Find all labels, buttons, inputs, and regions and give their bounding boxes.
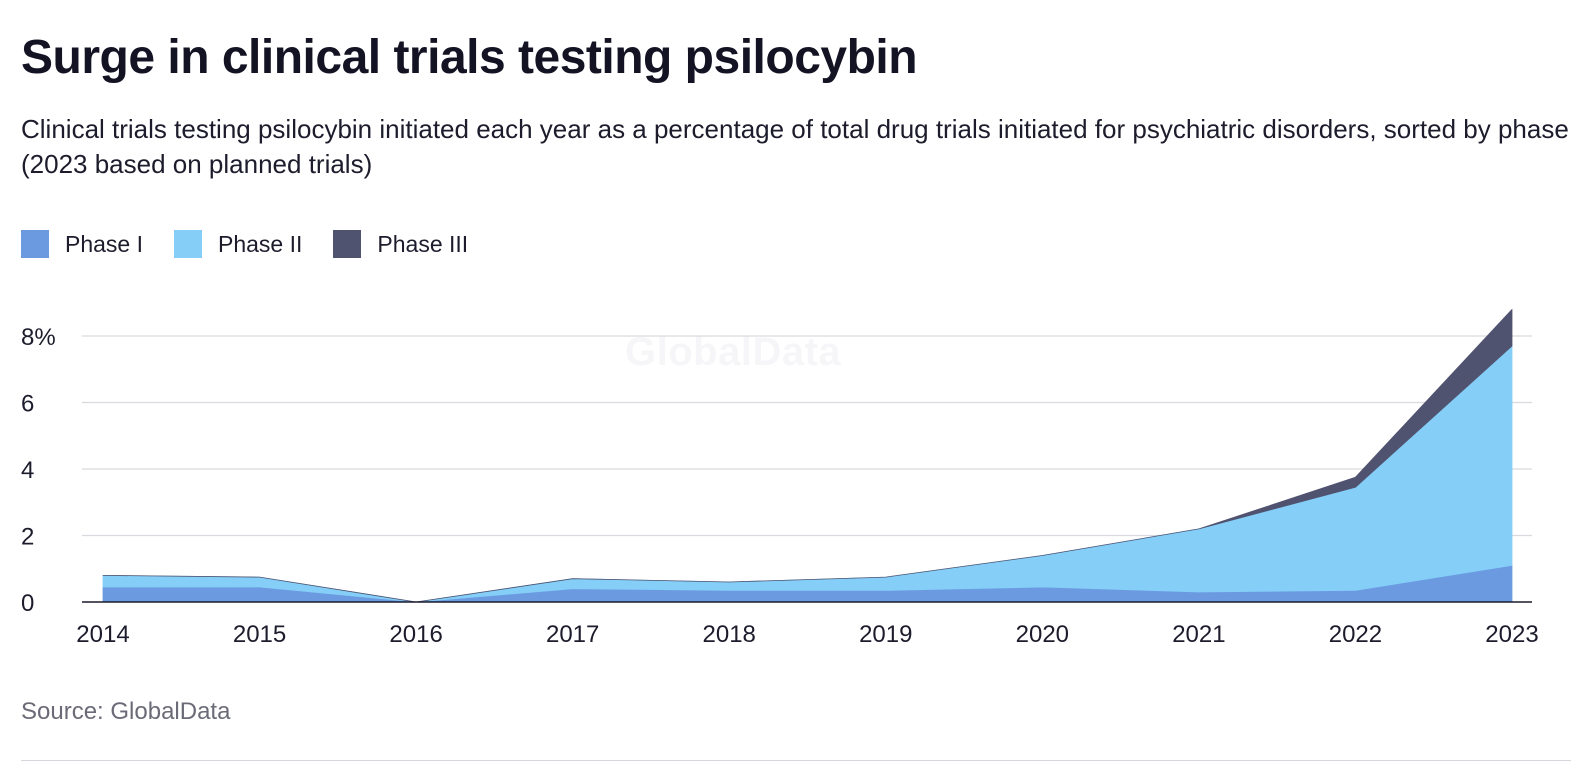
chart-subtitle: Clinical trials testing psilocybin initi… (21, 114, 1569, 179)
x-tick-label-2018: 2018 (703, 621, 756, 648)
x-tick-label-2022: 2022 (1329, 621, 1382, 648)
area-phase-ii (102, 345, 1513, 603)
x-tick-label-2014: 2014 (76, 621, 129, 648)
legend-swatch-phase-1 (21, 230, 49, 258)
y-tick-label-4: 4 (21, 457, 34, 484)
chart-title: Surge in clinical trials testing psilocy… (21, 31, 918, 84)
watermark-logo: GlobalData (625, 330, 842, 374)
legend-item-phase-2: Phase II (174, 230, 302, 258)
x-tick-label-2020: 2020 (1016, 621, 1069, 648)
bottom-divider (21, 760, 1571, 761)
x-tick-label-2017: 2017 (546, 621, 599, 648)
y-tick-label-2: 2 (21, 524, 34, 551)
source-note: Source: GlobalData (21, 698, 231, 725)
area-phase-iii (102, 309, 1513, 603)
legend-label-phase-3: Phase III (377, 230, 469, 257)
x-tick-label-2019: 2019 (859, 621, 912, 648)
y-tick-label-0: 0 (21, 590, 34, 617)
stacked-areas (102, 309, 1513, 603)
legend-item-phase-3: Phase III (333, 230, 468, 258)
y-tick-label-6: 6 (21, 391, 34, 418)
legend-swatch-phase-3 (333, 230, 362, 258)
y-tick-label-8: 8% (21, 324, 56, 351)
x-tick-label-2015: 2015 (233, 621, 286, 648)
legend: Phase I Phase II Phase III (21, 229, 499, 259)
legend-swatch-phase-2 (174, 230, 202, 258)
x-tick-label-2021: 2021 (1172, 621, 1225, 648)
axes: 0 2 4 6 8% 2014 2015 2016 2017 2018 2019 2020 2021 20… (21, 324, 1539, 648)
legend-label-phase-1: Phase I (65, 230, 143, 257)
x-tick-label-2016: 2016 (389, 621, 442, 648)
legend-item-phase-1: Phase I (21, 230, 143, 258)
x-tick-label-2023: 2023 (1485, 621, 1538, 648)
legend-label-phase-2: Phase II (218, 230, 303, 257)
